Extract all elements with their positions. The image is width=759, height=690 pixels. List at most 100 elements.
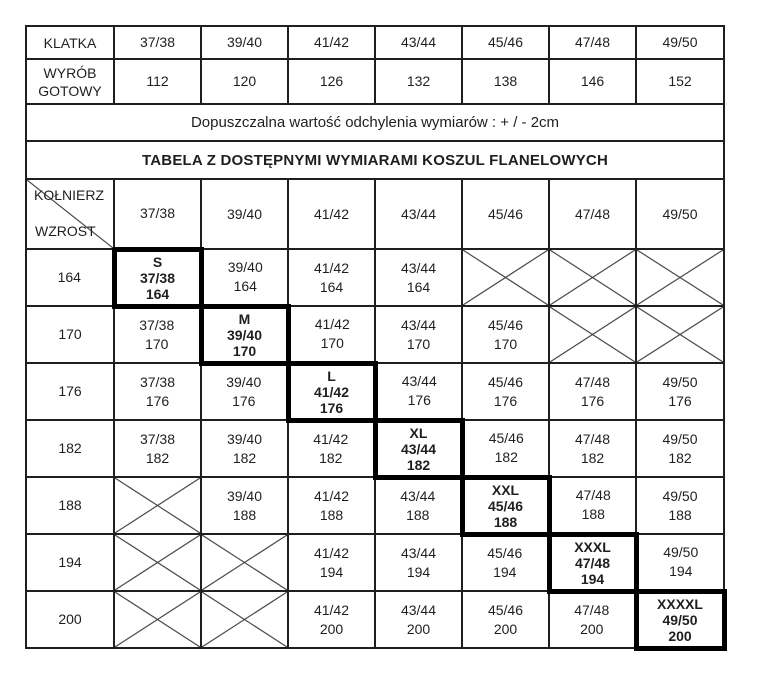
measure-value-cell: 152 xyxy=(635,58,725,105)
size-cell: 43/44 200 xyxy=(374,590,463,649)
collar-value: 49/50 xyxy=(662,430,698,447)
unavailable-cell xyxy=(113,476,202,535)
unavailable-x-icon xyxy=(463,250,548,305)
collar-size-header-cell: 49/50 xyxy=(635,178,725,250)
measure-value-cell: 49/50 xyxy=(635,25,725,60)
size-cell: 49/50 194 xyxy=(635,533,725,592)
unavailable-x-icon xyxy=(637,307,723,362)
height-value: 200 xyxy=(493,620,518,637)
height-value: 194 xyxy=(669,562,693,579)
height-value: 176 xyxy=(580,392,605,409)
size-chart-page: KLATKA 37/38 39/40 41/42 43/44 45/46 47/48 49/5… xyxy=(25,25,727,651)
measure-value: 39/40 xyxy=(226,34,263,50)
height-value: 188 xyxy=(232,506,257,523)
highlighted-size-cell: M 39/40 170 xyxy=(198,303,291,366)
measure-value-cell: 43/44 xyxy=(374,25,463,60)
size-cell: 49/50 176 xyxy=(635,362,725,421)
collar-size-header-cell: 47/48 xyxy=(548,178,637,250)
collar-value: 41/42 xyxy=(314,315,350,332)
height-value: 194 xyxy=(319,563,344,580)
height-value: 200 xyxy=(668,627,692,644)
unavailable-cell xyxy=(548,248,637,307)
size-cell: 41/42 164 xyxy=(287,248,376,307)
measure-value: 138 xyxy=(493,73,518,89)
collar-value: 39/40 xyxy=(226,487,263,504)
height-label-cell: 194 xyxy=(25,533,115,592)
height-value: 170 xyxy=(406,335,431,352)
height-value: 188 xyxy=(581,505,605,522)
measure-value-cell: 39/40 xyxy=(200,25,289,60)
chest-size-row: KLATKA 37/38 39/40 41/42 43/44 45/46 47/48 49/5… xyxy=(25,25,725,60)
unavailable-cell xyxy=(113,590,202,649)
collar-size-header-cell: 43/44 xyxy=(374,178,463,250)
height-axis-label: WZROST xyxy=(35,223,96,239)
collar-size-label: 37/38 xyxy=(139,204,176,221)
height-label-cell: 188 xyxy=(25,476,115,535)
collar-value: 47/48 xyxy=(574,430,611,447)
collar-value: 43/44 xyxy=(400,440,437,457)
height-value: 182 xyxy=(145,449,170,466)
measure-value-cell: 37/38 xyxy=(113,25,202,60)
measure-value-cell: 138 xyxy=(461,58,550,105)
measure-value-cell: 120 xyxy=(200,58,289,105)
size-table-row: 164 S 37/38 164 39/40 164 41/42 164 43/44 164 xyxy=(25,246,725,309)
highlighted-size-cell: XXXL 47/48 194 xyxy=(546,531,639,594)
size-cell: 49/50 182 xyxy=(635,419,725,478)
height-label-cell: 200 xyxy=(25,590,115,649)
height-value: 176 xyxy=(493,392,518,409)
unavailable-x-icon xyxy=(550,250,635,305)
collar-value: 37/38 xyxy=(139,269,176,286)
size-cell: 37/38 182 xyxy=(113,419,202,478)
size-code: L xyxy=(327,367,336,384)
collar-value: 41/42 xyxy=(313,383,350,400)
unavailable-cell xyxy=(548,305,637,364)
collar-value: 49/50 xyxy=(662,487,698,504)
height-value: 194 xyxy=(580,570,605,587)
size-table-row: 176 37/38 176 39/40 176 L 41/42 176 43/44 176 45/4… xyxy=(25,360,725,423)
size-cell: 47/48 182 xyxy=(548,419,637,478)
unavailable-cell xyxy=(461,248,550,307)
measure-value: 37/38 xyxy=(139,34,176,50)
height-value: 170 xyxy=(232,342,257,359)
height-value: 164 xyxy=(145,285,170,302)
collar-value: 43/44 xyxy=(400,488,436,505)
unavailable-x-icon xyxy=(115,478,200,533)
tolerance-note-cell: Dopuszczalna wartość odchylenia wymiarów… xyxy=(25,103,725,142)
height-label-cell: 164 xyxy=(25,248,115,307)
collar-value: 45/46 xyxy=(488,429,524,446)
size-cell: 39/40 164 xyxy=(200,248,289,307)
measure-label-cell: KLATKA xyxy=(25,25,115,60)
collar-value: 41/42 xyxy=(313,431,349,448)
collar-size-header-cell: 39/40 xyxy=(200,178,289,250)
collar-value: 39/40 xyxy=(226,326,263,343)
measure-value-cell: 112 xyxy=(113,58,202,105)
size-code: XL xyxy=(409,424,428,441)
unavailable-cell xyxy=(200,590,289,649)
measure-value: 43/44 xyxy=(400,34,437,50)
measure-value: 49/50 xyxy=(662,34,698,50)
collar-size-label: 39/40 xyxy=(226,205,263,222)
highlighted-size-cell: S 37/38 164 xyxy=(111,246,204,309)
size-table-row: 188 39/40 188 41/42 188 43/44 188 XXL 45/46 188 47… xyxy=(25,474,725,537)
height-label-cell: 182 xyxy=(25,419,115,478)
measure-value-cell: 146 xyxy=(548,58,637,105)
measure-value: 152 xyxy=(668,73,692,89)
height-value: 164 xyxy=(233,277,257,294)
measure-value-cell: 45/46 xyxy=(461,25,550,60)
size-table-row: 182 37/38 182 39/40 182 41/42 182 XL 43/44 182 45/… xyxy=(25,417,725,480)
tolerance-note-row: Dopuszczalna wartość odchylenia wymiarów… xyxy=(25,103,725,142)
collar-size-label: 45/46 xyxy=(487,205,524,222)
collar-height-corner-cell: KOŁNIERZ WZROST xyxy=(25,178,115,250)
diagonal-divider-icon xyxy=(27,180,113,248)
height-value: 188 xyxy=(319,506,344,523)
height-value: 182 xyxy=(232,449,257,466)
collar-value: 39/40 xyxy=(226,374,262,391)
unavailable-cell xyxy=(635,248,725,307)
size-cell: 45/46 176 xyxy=(461,362,550,421)
height-value: 164 xyxy=(406,278,431,295)
measure-value: 120 xyxy=(232,73,257,89)
measure-value: 45/46 xyxy=(487,34,524,50)
height-value: 176 xyxy=(668,392,692,409)
collar-value: 43/44 xyxy=(400,259,437,276)
height-value: 194 xyxy=(406,563,431,580)
